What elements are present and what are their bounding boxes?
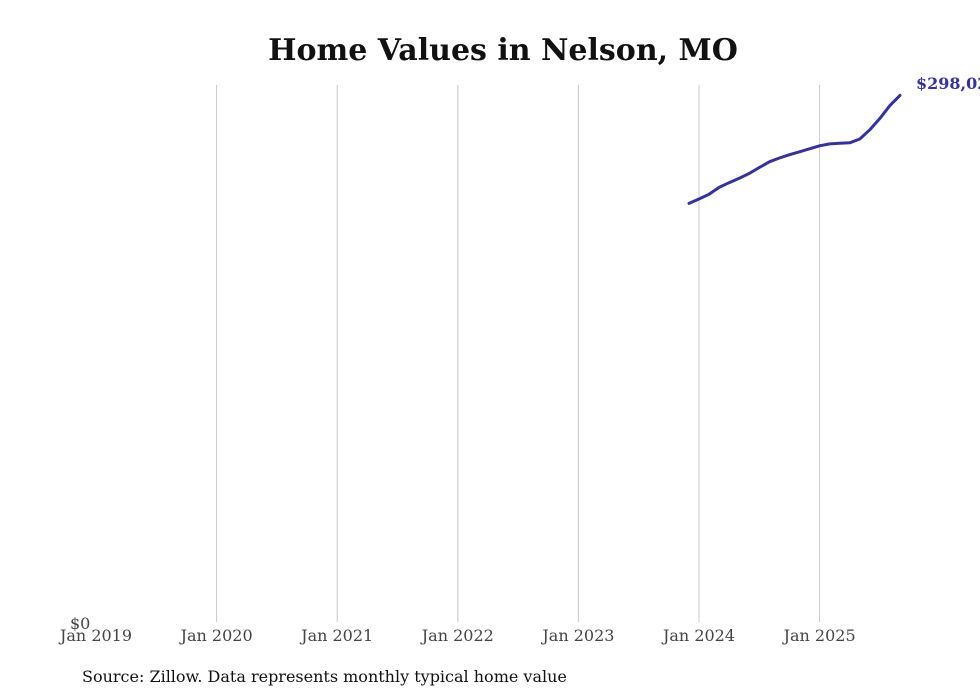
end-value-label: $298,02	[916, 74, 980, 93]
series-line	[687, 93, 902, 205]
gridlines	[216, 85, 821, 622]
source-note: Source: Zillow. Data represents monthly …	[82, 667, 567, 686]
y-axis-ticks: $0	[70, 614, 90, 633]
x-tick-label: Jan 2020	[179, 626, 253, 645]
x-tick-label: Jan 2025	[782, 626, 856, 645]
x-tick-label: Jan 2022	[420, 626, 494, 645]
series-layer	[687, 93, 902, 205]
x-tick-label: Jan 2023	[540, 626, 614, 645]
x-tick-label: Jan 2021	[299, 626, 373, 645]
y-tick-label: $0	[70, 614, 90, 633]
x-tick-label: Jan 2019	[58, 626, 132, 645]
chart-title: Home Values in Nelson, MO	[268, 33, 738, 68]
x-axis-ticks: Jan 2019 Jan 2020 Jan 2021 Jan 2022 Jan 2023…	[58, 626, 856, 645]
x-tick-label: Jan 2024	[661, 626, 735, 645]
